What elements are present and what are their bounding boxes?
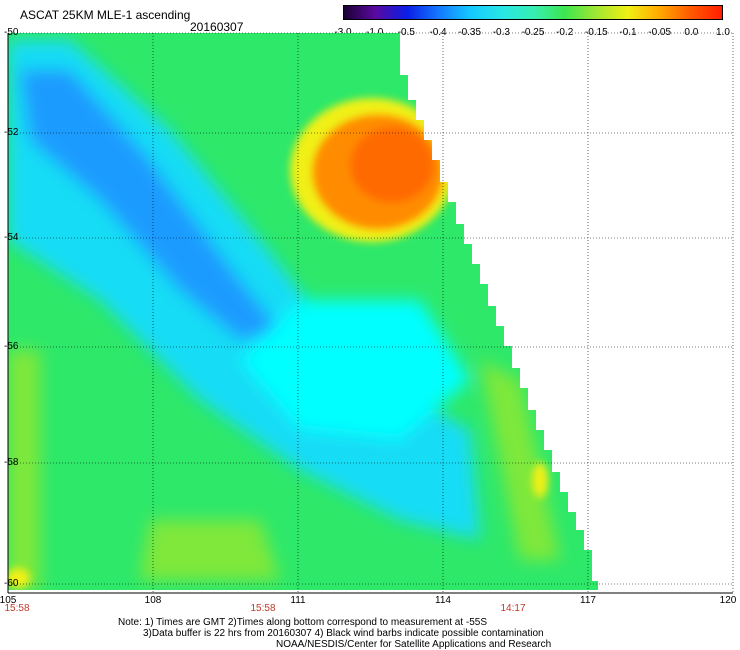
orange-core: [350, 127, 434, 203]
lime-right: [480, 360, 560, 560]
note-line-3: NOAA/NESDIS/Center for Satellite Applica…: [276, 639, 552, 650]
lime-edge-left: [8, 350, 40, 590]
note-line-1: Note: 1) Times are GMT 2)Times along bot…: [118, 617, 488, 628]
longitude-label: 117: [580, 595, 596, 606]
latitude-label: -60: [4, 578, 19, 589]
yellow-edge: [532, 462, 548, 498]
longitude-label: 120: [719, 595, 737, 606]
colorbar-tick-label: -3.0: [334, 27, 352, 38]
colorbar: [343, 5, 723, 20]
colorbar-tick-label: -0.4: [429, 27, 447, 38]
colorbar-tick-label: 0.0: [684, 27, 699, 38]
latitude-label: -54: [4, 232, 19, 243]
colorbar-tick-label: -0.25: [521, 27, 545, 38]
time-label: 15:58: [250, 603, 276, 614]
latitude-label: -56: [4, 341, 19, 352]
map-title: ASCAT 25KM MLE-1 ascending: [20, 8, 191, 22]
longitude-label: 108: [144, 595, 162, 606]
lime-bottom: [140, 520, 280, 580]
colorbar-tick-label: 1.0: [716, 27, 730, 38]
colorbar-tick-label: -1.0: [366, 27, 384, 38]
cyan-center: [240, 300, 470, 440]
yellow-corner: [8, 568, 30, 588]
colorbar-tick-label: -0.2: [556, 27, 574, 38]
latitude-label: -50: [4, 27, 19, 38]
note-line-2: 3)Data buffer is 22 hrs from 20160307 4)…: [143, 628, 544, 639]
colorbar-tick-label: -0.05: [648, 27, 672, 38]
latitude-label: -52: [4, 127, 19, 138]
longitude-label: 114: [435, 595, 451, 606]
cyan-core: [20, 70, 280, 340]
time-label: 14:17: [500, 603, 526, 614]
swath-fill: [8, 33, 598, 590]
colorbar-tick-label: -0.35: [458, 27, 482, 38]
colorbar-tick-label: -0.3: [492, 27, 510, 38]
time-label: 15:58: [4, 603, 30, 614]
longitude-label: 105: [0, 595, 17, 606]
graticule: [8, 32, 734, 593]
colorbar-tick-label: -0.15: [584, 27, 608, 38]
colorbar-tick-label: -0.5: [397, 27, 415, 38]
colorbar-tick-label: -0.1: [619, 27, 637, 38]
map-date: 20160307: [190, 20, 244, 34]
latitude-label: -58: [4, 457, 19, 468]
longitude-label: 111: [290, 595, 306, 606]
